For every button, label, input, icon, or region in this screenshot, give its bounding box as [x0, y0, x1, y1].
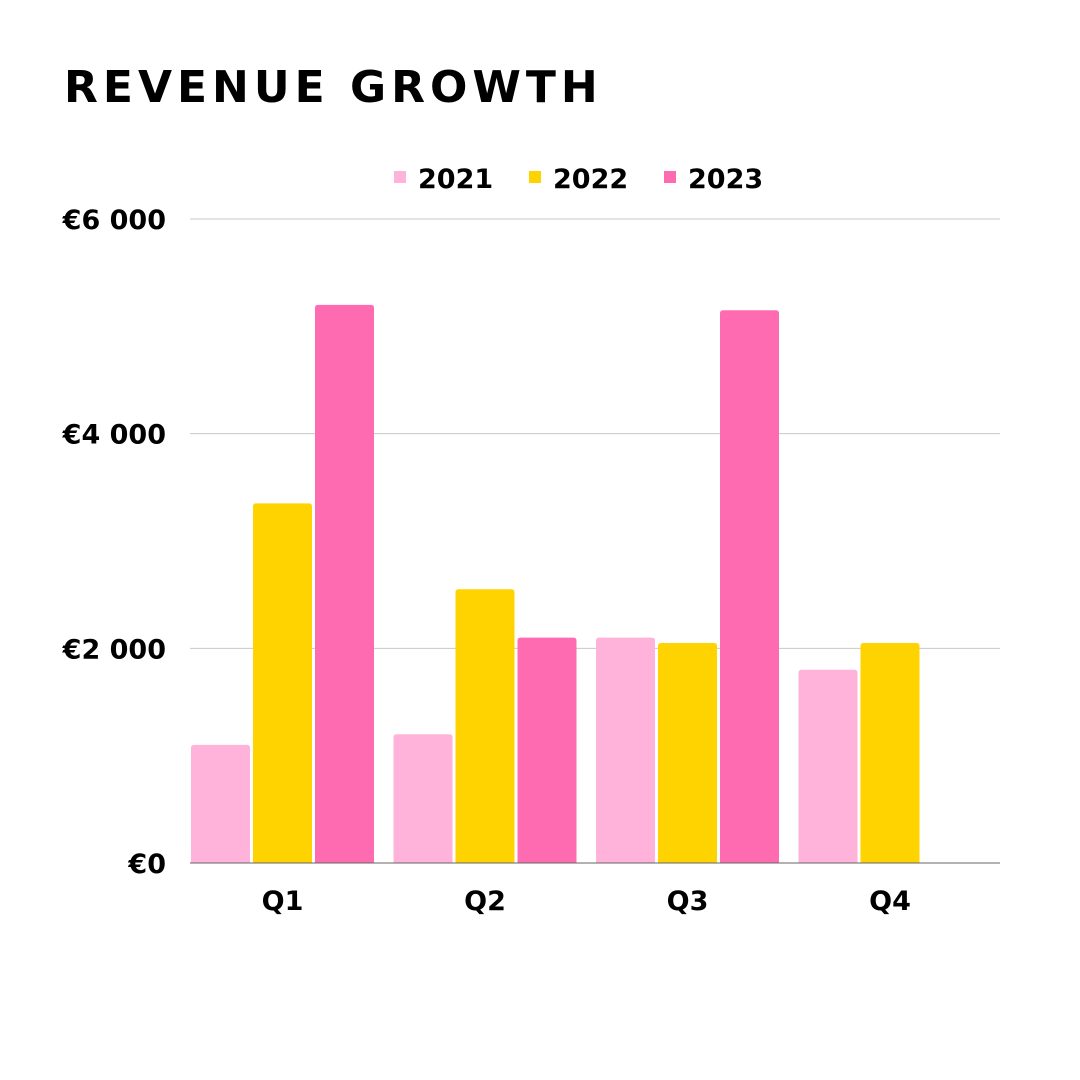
bar-2023-Q2: [517, 637, 577, 863]
bar-2022-Q3: [658, 642, 717, 863]
legend-label: 2021: [418, 164, 493, 195]
bar-2021-Q4: [798, 669, 858, 863]
x-tick-label: Q2: [464, 886, 506, 917]
bar-2021-Q1: [191, 744, 250, 863]
y-tick-label: €0: [127, 849, 166, 880]
y-tick-label: €6 000: [62, 205, 166, 236]
x-tick-label: Q1: [262, 886, 304, 917]
y-tick-label: €2 000: [62, 634, 166, 665]
bar-2021-Q3: [596, 637, 655, 863]
bar-2023-Q1: [315, 304, 374, 863]
bar-2022-Q2: [455, 589, 515, 863]
legend-swatch-2021: [394, 171, 406, 183]
legend-label: 2023: [688, 164, 763, 195]
y-tick-label: €4 000: [62, 420, 166, 451]
bar-2023-Q3: [720, 310, 779, 863]
legend-swatch-2022: [529, 171, 541, 183]
bar-2022-Q1: [253, 503, 312, 863]
bar-2022-Q4: [860, 642, 920, 863]
bar-2021-Q2: [393, 734, 453, 863]
x-tick-label: Q4: [869, 886, 911, 917]
legend-swatch-2023: [664, 171, 676, 183]
legend-label: 2022: [553, 164, 628, 195]
x-tick-label: Q3: [667, 886, 709, 917]
chart-title: REVENUE GROWTH: [64, 62, 603, 113]
